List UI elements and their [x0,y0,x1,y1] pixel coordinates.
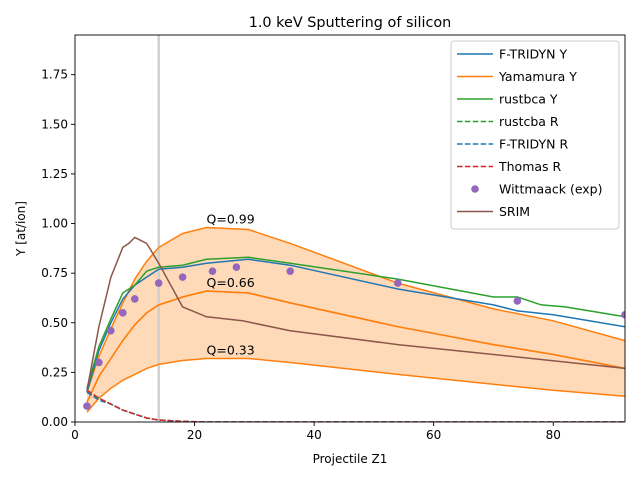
legend-label-rustcba-r: rustcba R [499,114,559,129]
wittmaack-exp-point [208,267,217,275]
y-tick-label: 1.25 [41,167,68,181]
wittmaack-exp-point [178,273,187,281]
wittmaack-exp-point [286,267,295,275]
legend-label-wittmaack-exp: Wittmaack (exp) [499,182,603,197]
x-tick-label: 20 [187,428,202,442]
q-band-label: Q=0.99 [207,212,255,227]
x-tick-label: 40 [306,428,321,442]
yamamura-y-line [86,290,625,403]
legend-label-yamamura-y: Yamamura Y [498,69,577,84]
f-tridyn-y-line [86,258,625,393]
legend-label-rustbca-y: rustbca Y [499,92,558,107]
x-axis-label: Projectile Z1 [313,452,388,466]
plot-area [83,35,625,422]
legend: F-TRIDYN Y Yamamura Y rustbca Y rustcba R F-… [450,40,620,230]
legend-marker-wittmaack-exp [471,185,479,193]
q-band-label: Q=0.66 [207,275,255,290]
wittmaack-exp-point [107,326,115,335]
chart-title: 1.0 keV Sputtering of silicon [249,15,452,31]
srim-line [86,236,625,391]
y-tick-label: 0.50 [41,316,68,330]
band-labels: Q=0.99 Q=0.66 Q=0.33 [207,212,255,358]
legend-label-f-tridyn-r: F-TRIDYN R [499,137,568,152]
wittmaack-exp-point [621,311,625,319]
x-tick-label: 0 [71,428,79,442]
wittmaack-exp-point [95,358,103,367]
legend-label-thomas-r: Thomas R [498,159,562,174]
q-band-label: Q=0.33 [207,342,255,357]
legend-label-f-tridyn-y: F-TRIDYN Y [499,47,567,62]
legend-box [450,40,620,230]
wittmaack-exp-point [154,279,163,287]
q-band-lower-line [86,357,625,413]
y-tick-label: 0.00 [41,415,68,429]
wittmaack-exp-point [513,297,522,305]
y-tick-label: 1.00 [41,217,68,231]
y-tick-label: 1.50 [41,117,68,131]
wittmaack-exp-point [232,263,241,272]
q-band-fill [86,227,625,413]
legend-label-srim: SRIM [499,204,530,219]
x-tick-label: 60 [426,428,441,442]
y-tick-label: 0.75 [41,266,68,280]
y-axis-label: Y [at/ion] [14,201,28,257]
rustbca-y-line [86,256,625,389]
wittmaack-exp-point [83,402,91,410]
thomas-r-line [86,389,625,422]
axes: 0 20 40 60 80 0.00 0.25 0.50 0.75 1.00 1.25 1.50 1.7… [41,34,626,442]
y-tick-label: 1.75 [41,68,68,82]
y-tick-label: 0.25 [41,365,68,379]
x-tick-label: 80 [546,428,561,442]
wittmaack-exp-point [119,309,127,317]
axes-frame [74,34,626,423]
wittmaack-exp-point [394,279,402,287]
wittmaack-exp-point [130,295,139,303]
